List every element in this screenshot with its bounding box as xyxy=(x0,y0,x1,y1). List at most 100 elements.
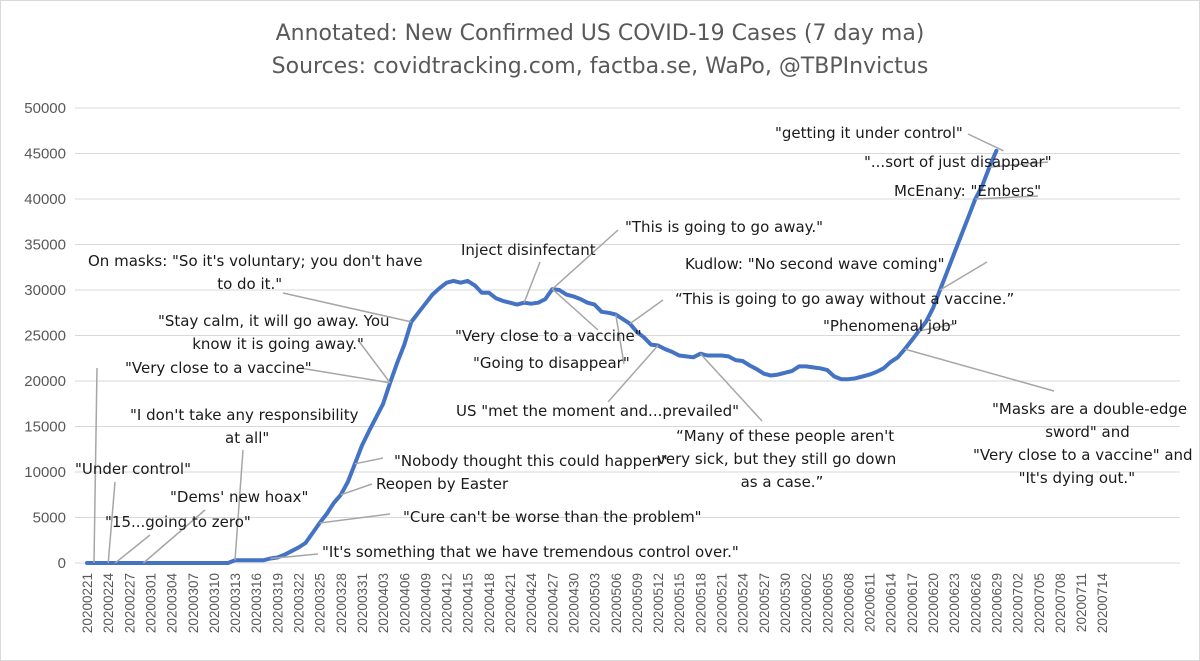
annotation-label: "Going to disappear" xyxy=(473,354,630,372)
x-tick-label: 20200418 xyxy=(482,573,497,633)
annotation-leader xyxy=(939,261,988,291)
y-axis-ticks: 0 5000 10000 15000 20000 25000 30000 35000 40000… xyxy=(24,100,66,572)
annotation-leader xyxy=(989,161,1049,168)
annotation-label: "getting it under control" xyxy=(775,124,963,142)
annotation-label: US "met the moment and...prevailed" xyxy=(456,402,739,420)
annotation-label: On masks: "So it's voluntary; you don't … xyxy=(88,252,422,293)
x-axis-ticks: 20200221 20200224 20200227 20200301 20200304… xyxy=(80,573,1110,634)
chart-subtitle: Sources: covidtracking.com, factba.se, W… xyxy=(272,54,929,79)
annotation-leader xyxy=(107,481,116,564)
x-tick-label: 20200705 xyxy=(1032,573,1047,633)
annotation-label: "Under control" xyxy=(75,460,191,478)
y-tick-label: 20000 xyxy=(24,373,66,390)
x-tick-label: 20200506 xyxy=(609,573,624,633)
annotation-line: Kudlow: "No second wave coming" xyxy=(685,255,945,273)
annotation-line: "It's something that we have tremendous … xyxy=(322,543,739,561)
x-tick-label: 20200527 xyxy=(757,573,772,633)
x-tick-label: 20200711 xyxy=(1074,573,1089,632)
annotation-line: "Very close to a vaccine" and xyxy=(973,446,1193,464)
x-tick-label: 20200224 xyxy=(101,573,116,634)
y-tick-label: 15000 xyxy=(24,419,66,436)
x-tick-label: 20200409 xyxy=(418,573,433,633)
annotation-line: "Cure can't be worse than the problem" xyxy=(403,508,702,526)
annotation-line: US "met the moment and...prevailed" xyxy=(456,402,739,420)
x-tick-label: 20200412 xyxy=(440,573,455,633)
annotation-label: "I don't take any responsibility at all" xyxy=(130,406,359,447)
x-tick-label: 20200313 xyxy=(228,573,243,633)
annotation-line: sword" and xyxy=(1045,423,1130,441)
gridlines xyxy=(75,107,1180,564)
annotation-line: to do it." xyxy=(217,275,282,293)
annotation-leader xyxy=(340,483,373,496)
annotation-label: "This is going to go away." xyxy=(625,218,823,236)
annotations: "Under control" "Dems' new hoax" "15...goi… xyxy=(75,124,1193,561)
x-tick-label: 20200530 xyxy=(778,573,793,633)
x-tick-label: 20200427 xyxy=(545,573,560,633)
annotation-line: “Many of these people aren't xyxy=(676,427,894,445)
annotation-line: McEnany: "Embers" xyxy=(894,182,1041,200)
x-tick-label: 20200509 xyxy=(630,573,645,633)
x-tick-label: 20200629 xyxy=(989,573,1004,633)
annotation-leader xyxy=(319,513,391,524)
x-tick-label: 20200304 xyxy=(165,573,180,634)
annotation-leader xyxy=(551,288,599,331)
annotation-label: "Cure can't be worse than the problem" xyxy=(403,508,702,526)
annotation-leader xyxy=(699,353,763,422)
annotation-label: "Stay calm, it will go away. You know it … xyxy=(158,312,390,353)
annotation-leader xyxy=(142,509,206,564)
annotation-leader xyxy=(357,339,391,384)
y-tick-label: 45000 xyxy=(24,146,66,163)
x-tick-label: 20200702 xyxy=(1011,573,1026,633)
x-tick-label: 20200403 xyxy=(376,573,391,633)
annotation-line: "Under control" xyxy=(75,460,191,478)
y-tick-label: 40000 xyxy=(24,191,66,208)
x-tick-label: 20200331 xyxy=(355,573,370,633)
x-tick-label: 20200415 xyxy=(461,573,476,633)
annotation-label: "Dems' new hoax" xyxy=(170,488,308,506)
annotation-label: "Very close to a vaccine" xyxy=(125,359,312,377)
annotation-leader xyxy=(354,457,384,465)
x-tick-label: 20200319 xyxy=(270,573,285,633)
annotation-line: Reopen by Easter xyxy=(376,475,509,493)
x-tick-label: 20200617 xyxy=(905,573,920,633)
x-tick-label: 20200316 xyxy=(249,573,264,633)
x-tick-label: 20200605 xyxy=(820,573,835,633)
x-tick-label: 20200307 xyxy=(186,573,201,633)
y-tick-label: 35000 xyxy=(24,237,66,254)
x-tick-label: 20200512 xyxy=(651,573,666,633)
annotation-label: "15...going to zero" xyxy=(105,513,251,531)
annotation-label: “This is going to go away without a vacc… xyxy=(675,290,1014,308)
x-tick-label: 20200614 xyxy=(884,573,899,634)
annotation-line: "I don't take any responsibility xyxy=(130,406,359,424)
annotation-label: McEnany: "Embers" xyxy=(894,182,1041,200)
x-tick-label: 20200515 xyxy=(672,573,687,633)
annotation-label: Kudlow: "No second wave coming" xyxy=(685,255,945,273)
annotation-leader xyxy=(551,229,619,290)
annotation-line: at all" xyxy=(225,429,269,447)
annotation-line: as a case.” xyxy=(741,473,824,491)
annotation-label: “Many of these people aren't very sick, b… xyxy=(657,427,896,491)
annotation-line: "Very close to a vaccine" xyxy=(455,327,642,345)
x-tick-label: 20200310 xyxy=(207,573,222,633)
annotation-label: Inject disinfectant xyxy=(461,241,596,259)
annotation-leaders xyxy=(93,133,1055,564)
annotation-line: On masks: "So it's voluntary; you don't … xyxy=(88,252,422,270)
y-tick-label: 50000 xyxy=(24,100,66,117)
annotation-line: Inject disinfectant xyxy=(461,241,596,259)
annotation-line: "It's dying out." xyxy=(1019,469,1136,487)
x-tick-label: 20200714 xyxy=(1095,573,1110,634)
x-tick-label: 20200430 xyxy=(566,573,581,633)
x-tick-label: 20200227 xyxy=(122,573,137,633)
annotation-line: "Stay calm, it will go away. You xyxy=(158,312,390,330)
annotation-leader xyxy=(270,553,319,560)
x-tick-label: 20200503 xyxy=(588,573,603,633)
annotation-line: "...sort of just disappear" xyxy=(864,153,1052,171)
annotation-leader xyxy=(523,261,541,303)
annotation-label: "Phenomenal job" xyxy=(823,317,958,335)
x-tick-label: 20200626 xyxy=(968,573,983,633)
annotation-leader xyxy=(918,323,956,332)
x-tick-label: 20200424 xyxy=(524,573,539,634)
